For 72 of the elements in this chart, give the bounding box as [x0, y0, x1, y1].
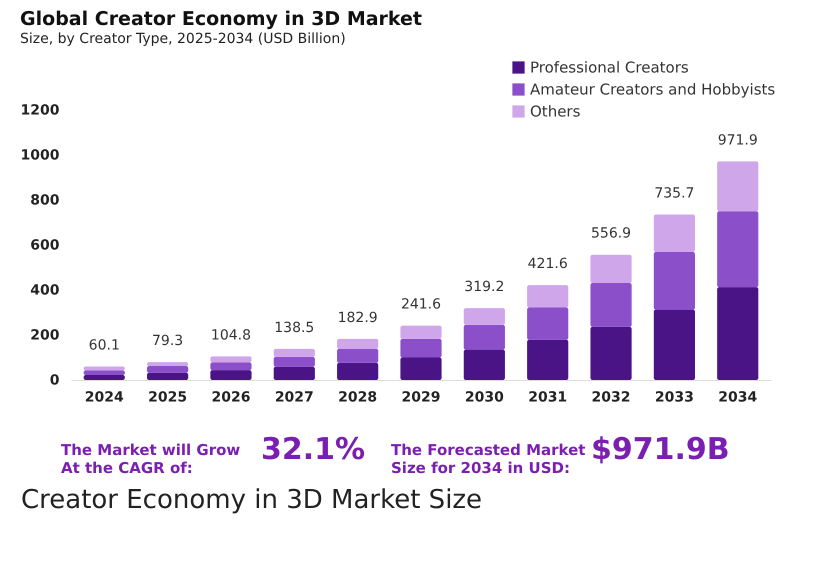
bar	[654, 252, 695, 310]
bar	[84, 370, 125, 376]
bar	[527, 285, 568, 308]
bar	[147, 362, 188, 366]
x-tick-label: 2028	[338, 390, 378, 406]
chart-title: Global Creator Economy in 3D Market	[20, 8, 422, 30]
total-label: 104.8	[210, 327, 251, 344]
y-tick-label: 200	[30, 328, 60, 344]
total-label: 79.3	[152, 333, 184, 350]
bar	[147, 372, 188, 380]
bar	[84, 366, 125, 370]
bar	[717, 211, 758, 288]
total-label: 241.6	[400, 296, 442, 313]
x-tick-label: 2029	[402, 390, 440, 406]
bar	[654, 310, 695, 380]
text: $971.9B	[591, 432, 730, 467]
bar	[210, 370, 252, 380]
bar	[274, 348, 315, 357]
legend-label: Professional Creators	[530, 58, 689, 76]
bar	[147, 366, 188, 373]
bar	[274, 356, 315, 367]
x-tick-label: 2024	[84, 390, 124, 406]
total-label: 735.7	[654, 185, 694, 202]
x-tick-label: 2027	[274, 390, 314, 406]
x-tick-label: 2025	[148, 390, 188, 406]
y-tick-label: 800	[30, 192, 60, 208]
text: Creator Economy in 3D Market Size	[21, 485, 482, 515]
bar	[590, 254, 632, 284]
x-tick-label: 2030	[464, 390, 504, 406]
y-tick-label: 0	[50, 372, 60, 388]
bar	[400, 338, 442, 358]
text: 32.1%	[261, 432, 366, 467]
total-label: 138.5	[274, 320, 314, 336]
total-label: 182.9	[338, 310, 378, 326]
x-tick-label: 2034	[718, 390, 758, 406]
bar	[337, 348, 378, 363]
bar	[337, 338, 378, 349]
bar	[400, 358, 442, 380]
total-label: 971.9	[718, 132, 758, 148]
y-tick-label: 400	[30, 282, 60, 298]
x-tick-label: 2031	[528, 390, 568, 406]
text: The Market will Grow At the CAGR of:	[61, 441, 240, 477]
bar	[464, 324, 505, 350]
bar	[337, 362, 378, 380]
bar	[84, 375, 125, 380]
chart-subtitle: Size, by Creator Type, 2025-2034 (USD Billion)	[20, 31, 346, 47]
bar	[717, 287, 758, 380]
bar	[654, 214, 695, 252]
bar	[590, 326, 632, 380]
legend-label: Amateur Creators and Hobbyists	[530, 80, 776, 98]
total-label: 556.9	[591, 226, 632, 242]
x-tick-label: 2026	[211, 390, 250, 406]
y-tick-label: 1000	[20, 148, 60, 164]
bar	[210, 356, 252, 362]
total-label: 421.6	[528, 256, 568, 272]
bar	[590, 283, 632, 327]
legend-label: Others	[530, 102, 581, 120]
x-tick-label: 2032	[592, 390, 631, 406]
y-tick-label: 600	[30, 238, 60, 254]
y-tick-label: 1200	[20, 102, 60, 118]
bar	[527, 308, 568, 340]
bar	[400, 326, 442, 339]
bar	[464, 350, 505, 380]
total-label: 60.1	[88, 337, 120, 354]
bar	[274, 366, 315, 380]
bar	[464, 308, 505, 325]
bar	[717, 161, 758, 212]
total-label: 319.2	[464, 279, 504, 296]
text: The Forecasted Market Size for 2034 in USD:	[391, 441, 586, 477]
bar	[210, 362, 252, 370]
x-tick-label: 2033	[654, 390, 694, 406]
bar	[527, 340, 568, 380]
